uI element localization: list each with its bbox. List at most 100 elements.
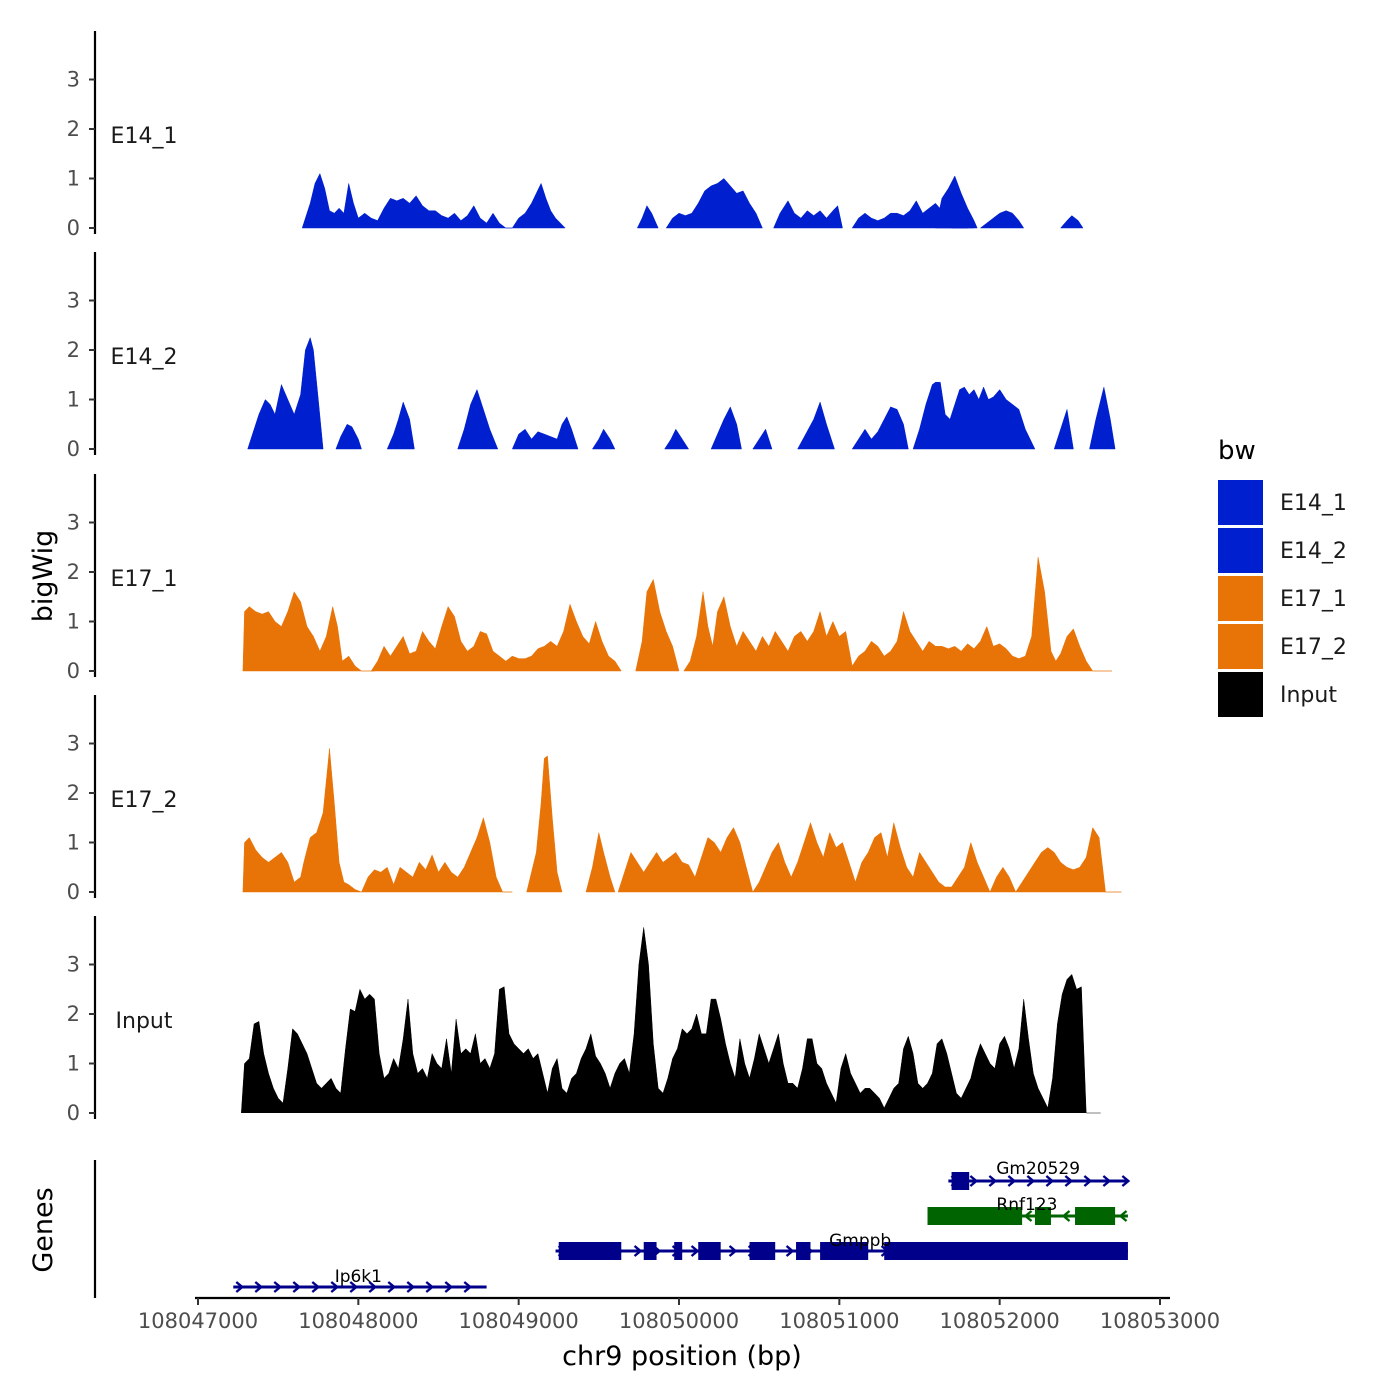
legend-swatch — [1218, 576, 1263, 621]
exon-block — [674, 1242, 683, 1260]
coverage-area-e14-2-8 — [710, 406, 742, 450]
strand-arrow — [463, 1281, 473, 1293]
strand-arrow — [387, 1281, 397, 1293]
strand-arrow — [1064, 1175, 1074, 1187]
strand-arrow — [368, 1281, 378, 1293]
strand-arrow — [425, 1281, 435, 1293]
strand-arrow — [1121, 1175, 1131, 1187]
exon-block — [884, 1242, 1128, 1260]
track-panel-e17-2: 0 1 2 3 E17_2 — [67, 695, 1122, 904]
legend-swatch — [1218, 624, 1263, 669]
x-tick-label: 108053000 — [1100, 1309, 1220, 1333]
coverage-area-e14-2-5 — [512, 416, 579, 450]
track-panel-e17-1: 0 1 2 3 E17_1 — [67, 474, 1113, 683]
coverage-area-e14-1-9 — [1060, 215, 1084, 229]
x-tick-label: 108049000 — [459, 1309, 579, 1333]
coverage-area-e14-1-3 — [665, 178, 763, 229]
y-tick-label: 1 — [67, 1052, 80, 1076]
x-tick-label: 108052000 — [940, 1309, 1060, 1333]
coverage-area-e14-2-6 — [592, 428, 616, 450]
strand-arrow — [633, 1245, 643, 1257]
strand-arrow — [1118, 1210, 1128, 1222]
y-tick-label: 3 — [67, 68, 80, 92]
exon-block — [558, 1242, 622, 1260]
track-label: E14_2 — [111, 345, 178, 370]
track-label: E17_1 — [111, 567, 178, 592]
y-tick-label: 2 — [67, 560, 80, 584]
strand-arrow — [254, 1281, 264, 1293]
coverage-area-e14-2-10 — [797, 401, 835, 450]
coverage-area-e14-2-13 — [1053, 409, 1074, 450]
legend-label: E17_1 — [1280, 587, 1347, 612]
legend-label: E14_1 — [1280, 491, 1347, 516]
strand-arrow — [988, 1175, 998, 1187]
y-tick-label: 1 — [67, 831, 80, 855]
coverage-area-e14-2-11 — [851, 406, 909, 450]
y-tick-label: 1 — [67, 167, 80, 191]
coverage-area-e17-1-4 — [683, 556, 1113, 672]
strand-arrow — [349, 1281, 359, 1293]
coverage-area-e14-2-3 — [386, 401, 415, 450]
y-tick-label: 3 — [67, 732, 80, 756]
strand-arrow — [406, 1281, 416, 1293]
exon-block — [749, 1242, 776, 1260]
strand-arrow — [1007, 1175, 1017, 1187]
strand-arrow — [785, 1245, 795, 1257]
coverage-area-e17-1-3 — [635, 579, 680, 672]
strand-arrow — [1023, 1210, 1033, 1222]
exon-block — [927, 1207, 1023, 1225]
strand-arrow — [235, 1281, 245, 1293]
y-tick-label: 3 — [67, 953, 80, 977]
y-tick-label: 0 — [67, 1101, 80, 1125]
legend-label: Input — [1280, 683, 1337, 708]
exon-block — [820, 1242, 869, 1260]
y-tick-label: 0 — [67, 437, 80, 461]
strand-arrow — [1026, 1175, 1036, 1187]
legend-label: E17_2 — [1280, 635, 1347, 660]
exon-block — [951, 1172, 970, 1190]
coverage-area-e14-2-7 — [664, 428, 689, 450]
legend-title: bw — [1218, 436, 1256, 466]
coverage-area-e14-2-4 — [457, 389, 499, 450]
coverage-area-input-1 — [241, 927, 1101, 1114]
legend-swatch — [1218, 672, 1263, 717]
x-tick-label: 108051000 — [779, 1309, 899, 1333]
exon-block — [698, 1242, 721, 1260]
exon-block — [796, 1242, 811, 1260]
coverage-area-e14-2-12 — [912, 381, 1036, 450]
exon-block — [643, 1242, 657, 1260]
coverage-area-e14-2-2 — [335, 424, 362, 450]
gene-ip6k1: Ip6k1 — [233, 1267, 487, 1293]
track-label: E17_2 — [111, 788, 178, 813]
exon-block — [1034, 1207, 1051, 1225]
strand-arrow — [1061, 1210, 1071, 1222]
coverage-area-e17-2-2 — [526, 755, 563, 893]
x-tick-label: 108047000 — [138, 1309, 258, 1333]
x-tick-label: 108050000 — [619, 1309, 739, 1333]
x-tick-label: 108048000 — [298, 1309, 418, 1333]
coverage-area-e14-1-7 — [935, 175, 978, 229]
coverage-area-e14-1-2 — [637, 205, 659, 229]
coverage-area-e14-1-1 — [301, 173, 566, 229]
strand-arrow — [1045, 1175, 1055, 1187]
exon-block — [1075, 1207, 1116, 1225]
track-label: E14_1 — [111, 124, 178, 149]
x-axis-title: chr9 position (bp) — [562, 1341, 802, 1372]
coverage-area-e17-1-1 — [242, 591, 375, 672]
coverage-tracks: 0 1 2 3 E14_1 0 1 2 3 E14_2 0 1 2 3 E17_1 0 1 2 3 E17_2 0 1 2 3… — [67, 31, 1122, 1125]
coverage-area-e14-1-4 — [773, 200, 843, 229]
gene-label: Gmppb — [829, 1231, 891, 1251]
strand-arrow — [273, 1281, 283, 1293]
strand-arrow — [1083, 1175, 1093, 1187]
track-panel-e14-2: 0 1 2 3 E14_2 — [67, 252, 1116, 461]
coverage-area-e14-2-1 — [247, 337, 324, 450]
strand-arrow — [1102, 1175, 1112, 1187]
coverage-area-e17-1-2 — [370, 603, 622, 672]
y-tick-label: 0 — [67, 659, 80, 683]
y-tick-label: 2 — [67, 338, 80, 362]
coverage-area-e14-2-9 — [752, 428, 773, 450]
strand-arrow — [969, 1175, 979, 1187]
legend-swatch — [1218, 528, 1263, 573]
